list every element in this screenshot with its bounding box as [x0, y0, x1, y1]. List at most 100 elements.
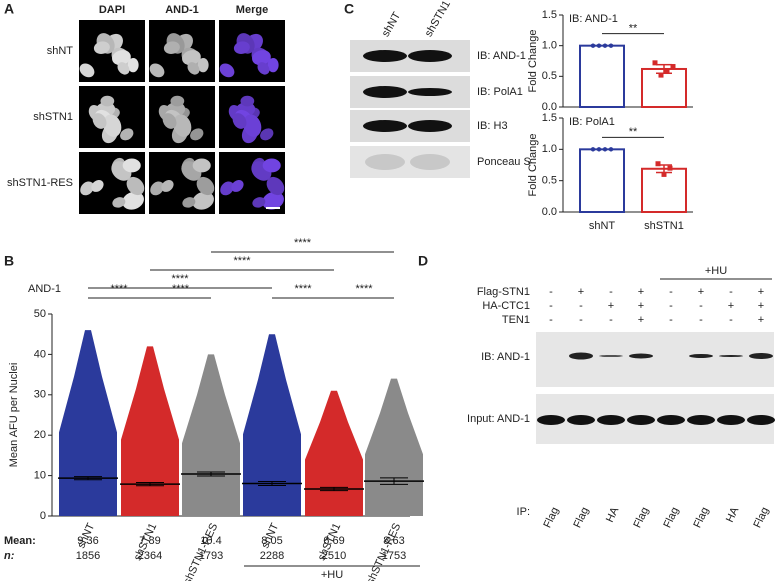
mean-value: 6.69: [323, 535, 344, 547]
band: [747, 415, 775, 425]
nucleus: [192, 191, 214, 210]
ip-row-label: IP:: [517, 506, 530, 518]
nucleus: [163, 41, 180, 54]
nucleus: [127, 58, 139, 73]
condition-sign: +: [728, 300, 734, 312]
significance-label: ****: [294, 283, 312, 295]
chart-title: IB: PolA1: [569, 116, 615, 128]
condition-sign: +: [638, 286, 644, 298]
data-point: [667, 165, 673, 171]
nucleus: [112, 197, 126, 208]
blot-row-label: Ponceau S: [477, 156, 531, 168]
band: [599, 355, 623, 357]
condition-label: TEN1: [502, 314, 530, 326]
chart-title: AND-1: [28, 283, 61, 295]
nucleus: [257, 62, 270, 75]
bar: [579, 148, 625, 213]
band: [537, 415, 565, 425]
band: [408, 50, 452, 62]
y-axis-label: Mean AFU per Nuclei: [8, 363, 20, 468]
band: [689, 354, 713, 358]
band: [567, 415, 595, 425]
n-value: 1856: [76, 550, 100, 562]
data-point: [596, 43, 602, 48]
condition-sign: +: [698, 286, 704, 298]
data-point: [664, 68, 670, 74]
condition-sign: -: [699, 314, 703, 326]
panel-label: D: [418, 253, 428, 269]
nucleus: [252, 197, 266, 208]
lane-label: shNT: [380, 10, 404, 39]
y-tick-label: 0: [40, 510, 46, 522]
nucleus: [267, 58, 279, 73]
band: [749, 353, 773, 359]
data-point: [590, 43, 596, 48]
condition-sign: -: [729, 286, 733, 298]
data-point: [655, 161, 661, 167]
band: [629, 353, 653, 359]
bar: [579, 44, 625, 108]
condition-sign: +: [758, 286, 764, 298]
nucleus: [149, 63, 165, 78]
condition-sign: +: [608, 300, 614, 312]
nucleus: [93, 41, 110, 54]
blot-row-label: IB: AND-1: [481, 351, 530, 363]
dot-cloud: [243, 334, 301, 516]
dot-cloud: [305, 390, 363, 516]
band: [687, 415, 715, 425]
y-tick-label: 0.5: [542, 70, 557, 82]
nucleus: [103, 114, 122, 137]
ip-label: Flag: [541, 505, 561, 529]
data-point: [602, 147, 608, 152]
nucleus: [192, 158, 211, 173]
nucleus: [122, 191, 144, 210]
nucleus: [150, 181, 164, 196]
nucleus: [266, 176, 285, 196]
mean-value: 10.4: [200, 535, 221, 547]
nucleus: [122, 158, 141, 173]
y-tick-label: 40: [34, 348, 46, 360]
condition-sign: +: [578, 286, 584, 298]
group-label: +HU: [705, 265, 727, 277]
nucleus: [79, 63, 95, 78]
condition-sign: -: [549, 314, 553, 326]
nucleus: [182, 197, 196, 208]
band: [627, 415, 655, 425]
ip-label: Flag: [691, 505, 711, 529]
nucleus: [197, 58, 209, 73]
data-point: [608, 43, 614, 48]
dot-cloud: [365, 378, 423, 516]
significance-label: ****: [110, 283, 128, 295]
nucleus: [260, 128, 274, 141]
blot-row-label: IB: AND-1: [477, 50, 526, 62]
y-tick-label: 20: [34, 429, 46, 441]
condition-sign: -: [609, 314, 613, 326]
significance-label: ****: [171, 273, 189, 285]
nucleus: [173, 114, 192, 137]
nucleus: [100, 95, 115, 107]
band: [719, 355, 743, 357]
condition-sign: -: [579, 314, 583, 326]
condition-sign: -: [669, 300, 673, 312]
mean-value: 7.89: [139, 535, 160, 547]
nucleus: [262, 158, 281, 173]
y-tick-label: 50: [34, 308, 46, 320]
band: [717, 415, 745, 425]
band: [363, 86, 407, 98]
y-tick-label: 0.5: [542, 175, 557, 187]
dot-cloud: [121, 346, 179, 516]
nucleus: [92, 113, 107, 129]
significance-label: **: [629, 126, 638, 138]
condition-label: Flag-STN1: [477, 286, 530, 298]
condition-sign: -: [729, 314, 733, 326]
condition-sign: -: [579, 300, 583, 312]
nucleus: [112, 50, 131, 66]
band: [569, 352, 593, 360]
n-value: 1793: [199, 550, 223, 562]
condition-sign: -: [669, 314, 673, 326]
n-row-label: n:: [4, 550, 15, 562]
mean-value: 8.63: [383, 535, 404, 547]
y-axis-label: Fold Change: [527, 30, 539, 93]
nucleus: [240, 95, 255, 107]
